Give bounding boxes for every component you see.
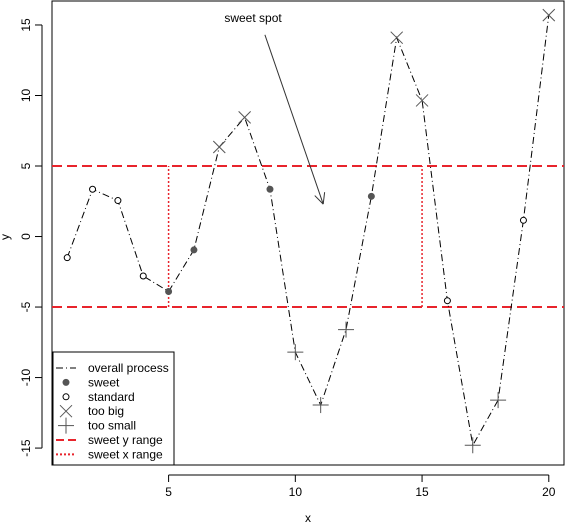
y-tick-label: -10: [19, 369, 33, 387]
point-7: [212, 140, 226, 154]
point-19: [519, 216, 527, 224]
legend-entry-2: sweet: [62, 375, 120, 389]
annotation-text: sweet spot: [224, 11, 282, 25]
legend-label: sweet: [88, 375, 120, 389]
legend-key-too-big: [59, 404, 73, 418]
point-2: [89, 185, 97, 193]
x-mark-b: [415, 94, 429, 107]
y-tick-label: -15: [19, 439, 33, 457]
legend-label: overall process: [88, 361, 169, 375]
plot-frame: [51, 0, 565, 466]
legend-box: [52, 351, 175, 466]
point-17: [464, 437, 481, 454]
point-12: [338, 321, 355, 338]
legend-entry-4: too big: [59, 404, 124, 418]
y-axis-label: y: [0, 234, 12, 240]
x-tick-label: 10: [289, 485, 303, 499]
legend-label: standard: [88, 390, 135, 404]
y-tick-label: 15: [19, 18, 33, 32]
point-15: [415, 94, 429, 107]
legend-label: sweet y range: [88, 433, 163, 447]
x-tick-label: 15: [415, 485, 429, 499]
legend-entry-7: sweet x range: [56, 447, 163, 461]
point-9: [266, 185, 274, 193]
legend-key-standard: [62, 393, 70, 401]
data-points: [63, 8, 556, 454]
legend-entry-3: standard: [62, 390, 135, 404]
legend-key-too-small: [58, 417, 74, 434]
point-6: [190, 246, 198, 254]
x-mark-b: [212, 140, 226, 154]
legend-entry-6: sweet y range: [56, 433, 163, 447]
point-14: [390, 31, 404, 45]
point-8: [238, 110, 251, 124]
x-mark-b: [238, 110, 251, 124]
legend-label: sweet x range: [88, 447, 163, 461]
legend-label: too big: [88, 404, 124, 418]
point-18: [490, 392, 507, 409]
y-tick-label: -5: [19, 301, 33, 312]
legend-key-sweet: [62, 378, 70, 386]
x-mark-b: [59, 404, 73, 418]
x-tick-label: 20: [542, 485, 556, 499]
legend-entry-1: overall process: [56, 361, 169, 375]
annotation-arrowhead-a: [314, 195, 324, 205]
point-11: [312, 397, 329, 414]
point-4: [139, 272, 147, 280]
y-tick-label: 10: [19, 88, 33, 102]
legend-label: too small: [88, 419, 136, 433]
y-tick-label: 5: [19, 162, 33, 169]
point-20: [542, 8, 556, 22]
x-tick-label: 5: [165, 485, 172, 499]
axes: 5 10 15 20 -15 -10 -5 0 5 10 15: [19, 18, 556, 499]
y-tick-label: 0: [19, 233, 33, 240]
point-10: [287, 344, 304, 361]
point-13: [367, 192, 375, 200]
point-16: [443, 297, 451, 305]
process-polyline: [66, 15, 550, 447]
annotation: sweet spot: [224, 11, 326, 205]
x-axis-label: x: [305, 511, 311, 524]
x-mark-b: [542, 8, 556, 22]
point-3: [114, 197, 122, 205]
point-1: [63, 254, 71, 262]
process-line: [66, 15, 550, 447]
x-mark-b: [390, 31, 404, 45]
sweet-ranges: [52, 165, 564, 309]
legend-entry-5: too small: [58, 417, 136, 434]
annotation-arrowhead-b: [322, 192, 326, 205]
annotation-arrow: [264, 34, 324, 205]
point-5: [165, 288, 173, 296]
